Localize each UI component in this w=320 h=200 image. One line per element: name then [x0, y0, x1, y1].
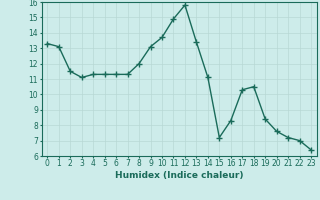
X-axis label: Humidex (Indice chaleur): Humidex (Indice chaleur): [115, 171, 244, 180]
